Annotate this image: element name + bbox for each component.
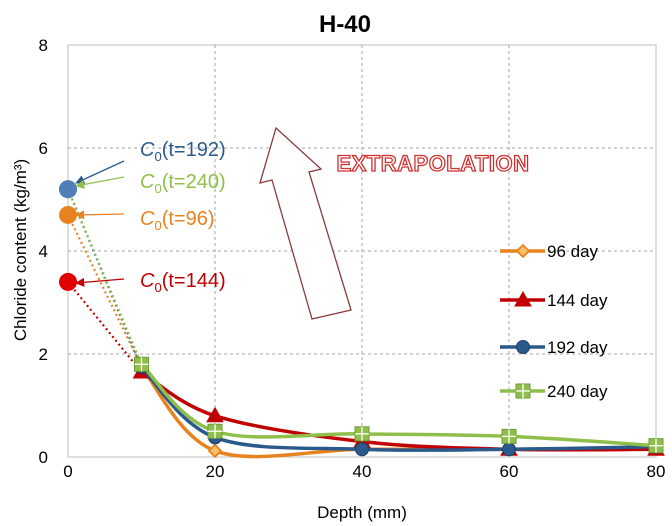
x-tick-label: 80 [647,462,666,481]
legend-label: 192 day [547,338,608,357]
legend-item: 240 day [500,382,608,401]
y-tick-label: 2 [39,345,48,364]
c0-label: C0(t=240) [140,171,226,196]
c0-arrow [75,210,125,220]
c0-arrow [75,160,125,184]
y-tick-label: 4 [39,242,48,261]
grid [68,45,656,457]
data-point [648,438,664,454]
legend-label: 240 day [547,382,608,401]
y-tick-label: 0 [39,448,48,467]
x-tick-label: 60 [500,462,519,481]
data-point [354,426,370,442]
x-tick-label: 40 [353,462,372,481]
c0-arrow [75,176,125,189]
legend-marker [516,340,530,354]
legend-label: 96 day [547,242,599,261]
y-tick-label: 6 [39,139,48,158]
c0-annotations: C0(t=96) C0(t=144) C0(t=192) C0(t=240) [59,139,226,295]
data-point [355,442,369,457]
data-point [134,356,149,372]
extrapolation-line [67,214,143,368]
c0-label: C0(t=96) [140,208,215,233]
data-point [206,406,224,423]
extrapolation-arrow [259,126,352,320]
chart-title: H-40 [319,11,371,38]
y-axis-label: Chloride content (kg/m³) [11,159,30,341]
series [132,356,665,459]
legend-item: 96 day [500,242,599,261]
c0-point [59,205,77,224]
c0-label: C0(t=144) [140,270,226,295]
legend-marker [515,383,531,399]
c0-point [59,272,77,291]
data-point [501,428,517,444]
extrapolation-label: EXTRAPOLATION [336,151,529,176]
legend-marker [514,290,532,307]
data-point [207,443,223,459]
data-point [207,423,223,439]
legend: 96 day 144 day 192 day 240 day [500,242,608,401]
axes: 0 20 40 60 80 0 2 4 6 8 [39,36,666,481]
extrapolation-annotation: EXTRAPOLATION [259,126,530,320]
c0-arrow [75,277,125,287]
x-tick-label: 20 [206,462,225,481]
legend-label: 144 day [547,291,608,310]
c0-label: C0(t=192) [140,139,226,164]
legend-marker [515,243,531,259]
extrapolation-line [67,281,143,373]
c0-point [59,180,77,199]
legend-item: 192 day [500,338,608,357]
x-tick-label: 0 [63,462,72,481]
legend-item: 144 day [500,290,608,310]
x-axis-label: Depth (mm) [317,503,407,522]
y-tick-label: 8 [39,36,48,55]
data-point [502,442,516,457]
